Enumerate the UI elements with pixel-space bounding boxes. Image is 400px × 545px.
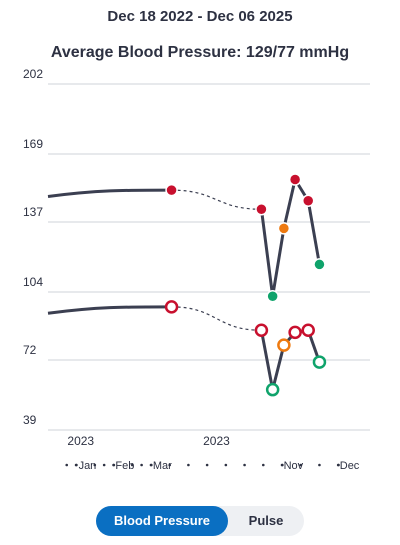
x-tick-dot [318,463,321,467]
x-month-label: Jan [79,460,97,472]
series-line [259,178,321,298]
x-tick-dot [261,463,265,467]
x-month-label: Dec [340,460,360,472]
x-tick-dot [224,463,228,467]
tab-pulse[interactable]: Pulse [248,513,284,528]
systolic-point [288,173,302,186]
diastolic-point [254,323,269,337]
y-tick-label: 202 [23,67,43,81]
x-tick-dot [130,463,134,467]
diastolic-point [288,325,302,340]
diastolic-point [277,338,291,352]
x-tick-dot [205,463,209,467]
average-blood-pressure: Average Blood Pressure: 129/77 mmHg [50,44,350,61]
x-tick-dot [140,463,143,467]
x-tick-dot [149,463,153,467]
y-tick-label: 169 [23,137,43,151]
diastolic-point [312,355,327,369]
series-trend-line [47,305,172,315]
diastolic-point [301,323,315,337]
x-tick-dot [168,463,171,467]
chart-tab-bar: Blood Pressure Pulse [96,506,304,536]
x-month-label: Mar [153,460,172,472]
x-year-label: 2023 [67,434,94,448]
systolic-point [165,183,178,197]
blood-pressure-chart: 202 169 137 104 72 39 2023 2023 Jan Feb Mar Nov Dec [23,67,370,472]
diastolic-point [265,382,280,397]
y-tick-label: 104 [23,275,43,289]
date-range: Dec 18 2022 - Dec 06 2025 [107,8,293,25]
tab-blood-pressure[interactable]: Blood Pressure [96,506,228,536]
series-gap-line [171,306,262,331]
systolic-point [313,258,326,271]
y-tick-label: 137 [23,205,43,219]
systolic-point [301,194,315,207]
systolic-point [255,202,268,216]
systolic-point [277,222,291,235]
diastolic-point [164,300,179,314]
x-tick-dot [187,463,190,467]
x-tick-dot [112,463,115,467]
x-tick-dot [280,463,284,467]
x-tick-dot [93,463,97,467]
x-year-label: 2023 [203,434,230,448]
series-trend-line [47,188,172,198]
x-tick-dot [74,463,78,467]
series-gap-line [171,189,262,210]
y-tick-label: 72 [23,343,37,357]
systolic-point [266,290,279,303]
x-tick-dot [299,463,303,467]
x-tick-dot [102,463,106,467]
x-month-label: Nov [284,460,304,472]
x-month-label: Feb [115,460,134,472]
x-tick-dot [243,463,246,467]
y-tick-label: 39 [23,413,37,427]
x-tick-dot [65,463,69,467]
x-tick-dot [336,463,340,467]
